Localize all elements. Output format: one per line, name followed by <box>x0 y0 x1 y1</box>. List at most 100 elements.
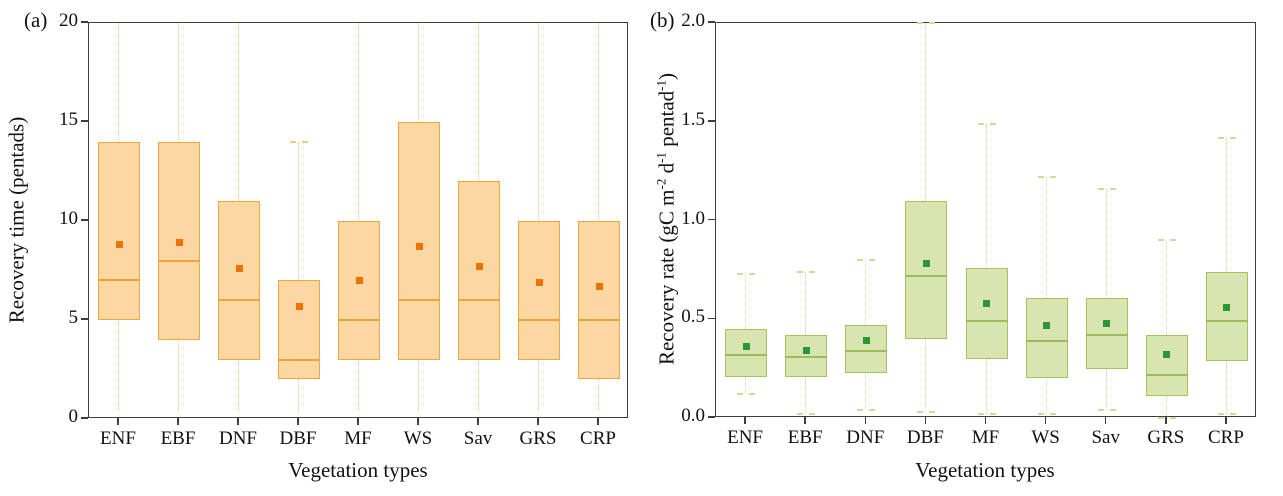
x-axis-tick <box>177 418 179 425</box>
mean-marker-DBF <box>295 302 303 310</box>
mean-marker-CRP <box>595 282 603 290</box>
y-tick-label: 5 <box>68 307 79 328</box>
x-tick-label: GRS <box>1147 427 1185 448</box>
whisker-lower-EBF <box>805 376 807 415</box>
median-line-CRP <box>578 319 620 321</box>
x-axis-tick <box>1225 417 1227 424</box>
box-CRP <box>1205 271 1248 361</box>
panel-recovery-rate: (b) Recovery rate (gC m-2 d-1 pentad-1) … <box>641 0 1283 496</box>
median-line-WS <box>1025 339 1068 342</box>
median-line-WS <box>398 299 440 302</box>
x-tick-label: Sav <box>463 428 493 449</box>
y-tick-label: 1.5 <box>681 108 705 130</box>
whisker-upper-EBF <box>178 23 179 142</box>
median-line-MF <box>965 320 1008 323</box>
whisker-lower-ENF <box>118 320 119 412</box>
whisker-upper-WS <box>1045 177 1047 298</box>
whisker-cap-upper-CRP <box>1217 136 1236 139</box>
x-axis-tick <box>237 418 239 425</box>
whisker-upper-WS <box>418 23 419 122</box>
panel-a-label: (a) <box>24 8 48 32</box>
x-axis-tick <box>1104 417 1107 424</box>
median-line-DBF <box>278 358 320 361</box>
whisker-upper-CRP <box>598 23 599 221</box>
whisker-cap-lower-DBF <box>917 411 936 414</box>
mean-marker-EBF <box>175 239 183 247</box>
ylabel-superscript: -2 <box>653 178 669 190</box>
mean-marker-Sav <box>1103 319 1111 327</box>
y-tick-label: 0.5 <box>681 306 705 328</box>
x-axis-tick <box>984 417 987 424</box>
x-tick-label: CRP <box>580 428 616 449</box>
panel-b-label: (b) <box>650 8 675 32</box>
y-tick-label: 20 <box>59 10 78 31</box>
whisker-lower-CRP <box>598 379 599 412</box>
whisker-cap-upper-Sav <box>1097 187 1116 190</box>
whisker-lower-DBF <box>925 339 927 413</box>
ylabel-superscript: -1 <box>653 79 669 91</box>
box-DNF <box>218 201 260 360</box>
whisker-lower-MF <box>985 358 987 415</box>
x-tick-label: DBF <box>906 427 944 448</box>
median-line-GRS <box>518 319 560 321</box>
y-axis-tick <box>708 21 715 23</box>
x-tick-label: CRP <box>1207 427 1244 448</box>
mean-marker-MF <box>355 276 363 284</box>
x-tick-label: WS <box>403 428 433 449</box>
whisker-lower-Sav <box>478 359 479 412</box>
whisker-lower-CRP <box>1225 360 1227 415</box>
x-tick-label: WS <box>1031 427 1060 448</box>
x-axis-tick <box>744 417 746 424</box>
x-tick-label: GRS <box>519 428 557 449</box>
x-tick-label: Sav <box>1091 427 1120 448</box>
y-axis-tick <box>81 219 88 221</box>
x-axis-tick <box>1165 417 1167 424</box>
whisker-lower-DBF <box>298 379 299 414</box>
whisker-lower-WS <box>1045 378 1047 415</box>
x-tick-label: DNF <box>846 427 885 448</box>
whisker-cap-upper-ENF <box>737 272 756 275</box>
x-tick-label: MF <box>971 427 1000 448</box>
whisker-upper-MF <box>358 23 359 221</box>
box-DBF <box>905 200 948 339</box>
box-MF <box>965 267 1008 359</box>
y-axis-tick <box>81 417 88 419</box>
mean-marker-WS <box>415 243 423 251</box>
whisker-upper-GRS <box>1165 240 1167 336</box>
whisker-upper-DBF <box>298 141 299 281</box>
x-axis-tick <box>357 418 359 425</box>
median-line-ENF <box>725 353 768 356</box>
x-axis-tick <box>924 417 927 424</box>
y-axis-tick <box>81 318 88 320</box>
whisker-lower-GRS <box>1165 396 1167 418</box>
x-axis-tick <box>1044 417 1047 424</box>
box-ENF <box>98 141 140 320</box>
whisker-upper-MF <box>985 123 987 268</box>
x-axis-tick <box>864 417 867 424</box>
whisker-lower-EBF <box>178 339 179 412</box>
median-line-Sav <box>458 299 500 302</box>
box-DBF <box>278 280 320 380</box>
whisker-lower-ENF <box>745 376 747 395</box>
whisker-cap-lower-MF <box>977 413 996 416</box>
ylabel-superscript: -1 <box>653 152 669 163</box>
whisker-cap-upper-MF <box>977 122 996 125</box>
y-tick-label: 0.0 <box>681 405 705 426</box>
whisker-cap-lower-CRP <box>1217 413 1236 416</box>
x-axis-tick <box>117 418 119 425</box>
whisker-lower-WS <box>418 359 419 412</box>
y-axis-tick <box>708 120 715 122</box>
box-GRS <box>1145 335 1188 397</box>
mean-marker-GRS <box>535 278 543 286</box>
whisker-lower-DNF <box>865 372 867 411</box>
whisker-cap-lower-DNF <box>857 409 876 412</box>
x-axis-tick <box>597 418 599 425</box>
box-CRP <box>578 221 620 380</box>
ylabel-text: d <box>654 162 679 179</box>
x-tick-label: EBF <box>160 428 196 449</box>
box-Sav <box>458 181 500 360</box>
whisker-cap-lower-ENF <box>737 393 756 396</box>
panel-a-plot-area <box>88 22 628 418</box>
box-ENF <box>725 329 768 377</box>
